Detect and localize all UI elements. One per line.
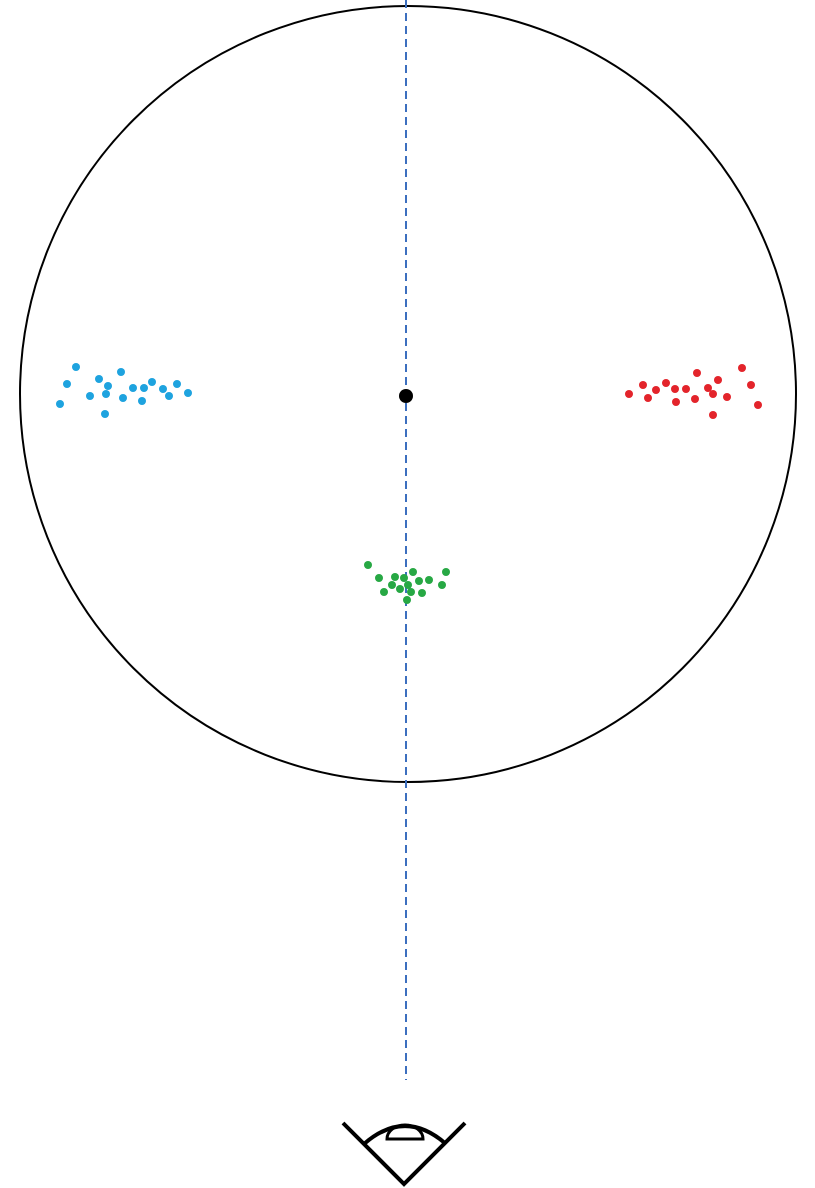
dot [148,378,156,386]
dot [184,389,192,397]
dot [407,588,415,596]
dot [391,573,399,581]
dot [388,581,396,589]
dot [442,568,450,576]
dot [652,386,660,394]
dot [625,390,633,398]
dot [140,384,148,392]
dot [409,568,417,576]
dot [723,393,731,401]
dot [138,397,146,405]
dot [418,589,426,597]
dot [714,376,722,384]
red-cluster [625,364,762,419]
dot [747,381,755,389]
eye-upper-lid [362,1124,448,1146]
dot [364,561,372,569]
dot [682,385,690,393]
dot [159,385,167,393]
eye-lower-lid [341,1121,467,1187]
dot [662,379,670,387]
dot [396,585,404,593]
dot [639,381,647,389]
dot [95,375,103,383]
dot [173,380,181,388]
center-point [399,389,413,403]
dot [56,400,64,408]
dot [404,581,412,589]
dot [380,588,388,596]
dot [400,574,408,582]
dot [704,384,712,392]
dot [86,392,94,400]
dot [117,368,125,376]
dot [438,581,446,589]
green-cluster [364,561,450,604]
dot [102,390,110,398]
dot [425,576,433,584]
dot [104,382,112,390]
dot [403,596,411,604]
dot [754,401,762,409]
dot [709,390,717,398]
dot [165,392,173,400]
dot [119,394,127,402]
eye-icon [341,1121,467,1187]
dot [693,369,701,377]
dot [672,398,680,406]
dot [738,364,746,372]
blue-cluster [56,363,192,418]
dot [72,363,80,371]
boundary-circle [19,5,797,783]
dot [101,410,109,418]
dot [129,384,137,392]
dot [691,395,699,403]
dot [709,411,717,419]
eye-iris [385,1123,425,1141]
dot [63,380,71,388]
dot [415,577,423,585]
dot [671,385,679,393]
dot [644,394,652,402]
dot [375,574,383,582]
